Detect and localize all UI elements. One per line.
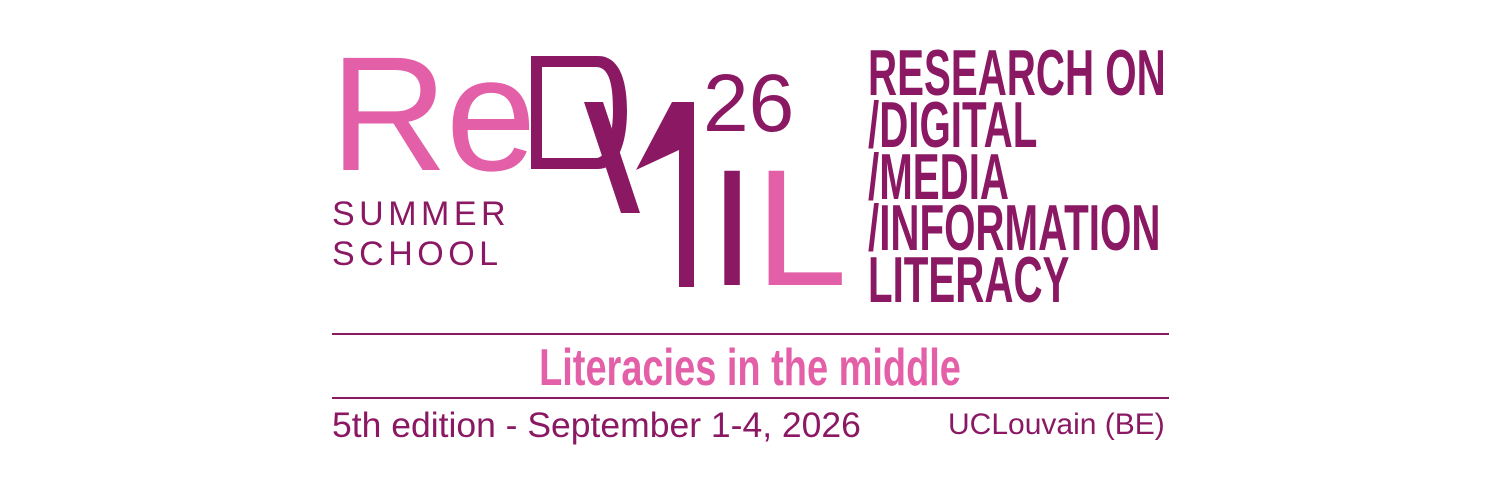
svg-text:LITERACY: LITERACY: [868, 244, 1069, 316]
svg-text:UCLouvain (BE): UCLouvain (BE): [948, 408, 1165, 441]
svg-text:L: L: [755, 136, 847, 321]
svg-text:SCHOOL: SCHOOL: [332, 235, 503, 273]
svg-text:5th edition - September 1-4, 2: 5th edition - September 1-4, 2026: [332, 405, 861, 445]
svg-text:I: I: [709, 136, 755, 321]
svg-text:SUMMER: SUMMER: [332, 195, 510, 233]
svg-text:Re: Re: [330, 22, 534, 205]
svg-text:Literacies in the middle: Literacies in the middle: [539, 338, 961, 396]
